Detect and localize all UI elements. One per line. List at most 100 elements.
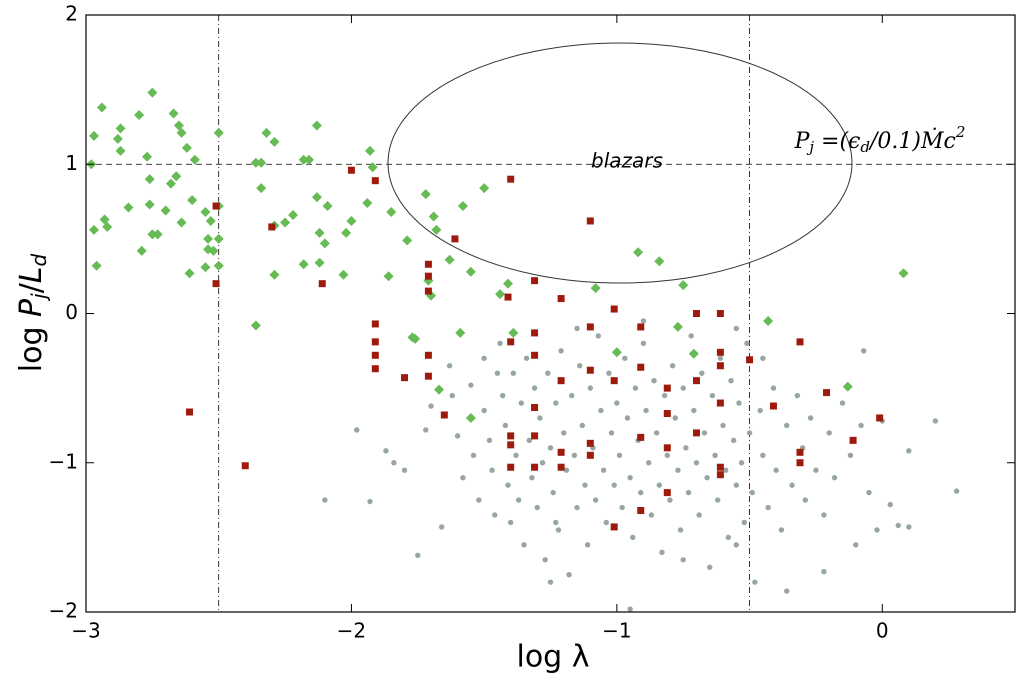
point bbox=[213, 233, 224, 244]
point bbox=[280, 217, 291, 228]
point bbox=[555, 527, 562, 533]
point bbox=[569, 392, 575, 399]
point bbox=[507, 463, 515, 471]
point bbox=[678, 280, 689, 291]
point bbox=[99, 214, 110, 225]
point bbox=[288, 209, 299, 220]
y-label-sub: d bbox=[27, 253, 51, 266]
point bbox=[858, 422, 864, 429]
point bbox=[428, 211, 439, 222]
point bbox=[136, 245, 147, 256]
point bbox=[821, 512, 827, 518]
point bbox=[457, 201, 468, 212]
point bbox=[165, 178, 176, 189]
point bbox=[314, 227, 325, 238]
point bbox=[744, 340, 750, 347]
point bbox=[610, 305, 618, 313]
point bbox=[319, 238, 330, 249]
point bbox=[656, 482, 663, 488]
y-label-part: log bbox=[14, 317, 49, 372]
point bbox=[250, 320, 261, 331]
point bbox=[831, 474, 838, 481]
point bbox=[507, 175, 515, 183]
point bbox=[733, 482, 739, 488]
formula: Pj =(ϵd/0.1)Ṁc2 bbox=[794, 123, 966, 156]
point bbox=[547, 445, 554, 451]
formula-sub: j bbox=[806, 138, 814, 156]
point bbox=[479, 183, 490, 194]
point bbox=[823, 389, 831, 397]
point bbox=[906, 448, 912, 454]
point bbox=[144, 199, 155, 210]
point bbox=[704, 474, 710, 481]
point bbox=[608, 430, 615, 436]
point bbox=[420, 189, 431, 200]
point bbox=[736, 400, 742, 406]
point bbox=[672, 415, 678, 421]
point bbox=[187, 195, 198, 206]
y-label-part: L bbox=[14, 266, 49, 283]
point bbox=[383, 448, 389, 454]
point bbox=[953, 488, 960, 494]
y-axis-label: log Pj/Ld bbox=[14, 253, 51, 372]
point bbox=[504, 293, 512, 301]
point bbox=[637, 323, 645, 331]
point bbox=[663, 444, 671, 452]
point bbox=[861, 348, 867, 354]
point bbox=[661, 392, 668, 399]
point bbox=[586, 366, 594, 374]
point bbox=[699, 370, 705, 376]
point bbox=[716, 310, 724, 317]
point bbox=[365, 145, 376, 156]
point bbox=[576, 363, 583, 369]
point bbox=[603, 519, 609, 526]
point bbox=[134, 109, 145, 120]
point bbox=[176, 127, 187, 138]
point bbox=[250, 157, 261, 168]
point bbox=[468, 382, 474, 388]
point bbox=[566, 571, 572, 578]
point bbox=[600, 467, 607, 473]
point bbox=[691, 407, 697, 414]
point bbox=[663, 489, 671, 497]
point bbox=[298, 154, 309, 165]
point bbox=[523, 355, 530, 361]
point bbox=[763, 315, 774, 326]
point bbox=[431, 224, 442, 235]
point bbox=[371, 365, 379, 373]
point bbox=[760, 355, 766, 361]
point bbox=[102, 221, 113, 232]
point bbox=[88, 130, 99, 141]
point bbox=[853, 542, 859, 548]
point bbox=[424, 372, 432, 380]
point bbox=[507, 432, 515, 440]
formula-part: =(ϵ bbox=[814, 129, 860, 154]
point bbox=[539, 460, 546, 466]
point bbox=[646, 460, 652, 466]
point bbox=[386, 207, 397, 218]
point bbox=[716, 471, 724, 479]
point bbox=[746, 356, 754, 364]
point bbox=[586, 439, 594, 447]
point bbox=[171, 171, 182, 182]
point bbox=[563, 467, 570, 473]
point bbox=[586, 323, 594, 331]
point bbox=[654, 256, 665, 267]
y-tick-label: −1 bbox=[49, 449, 78, 473]
point bbox=[633, 247, 644, 258]
point bbox=[709, 392, 716, 399]
point bbox=[123, 202, 134, 213]
point bbox=[672, 321, 683, 332]
y-label-part: / bbox=[14, 282, 49, 293]
point bbox=[200, 262, 211, 273]
point bbox=[112, 133, 123, 144]
point bbox=[115, 145, 126, 156]
point bbox=[866, 489, 872, 496]
point bbox=[653, 430, 660, 436]
point bbox=[531, 277, 539, 285]
point bbox=[807, 415, 814, 421]
y-tick-label: 1 bbox=[65, 151, 78, 175]
point bbox=[311, 120, 322, 131]
point bbox=[640, 340, 647, 347]
point bbox=[451, 235, 459, 243]
